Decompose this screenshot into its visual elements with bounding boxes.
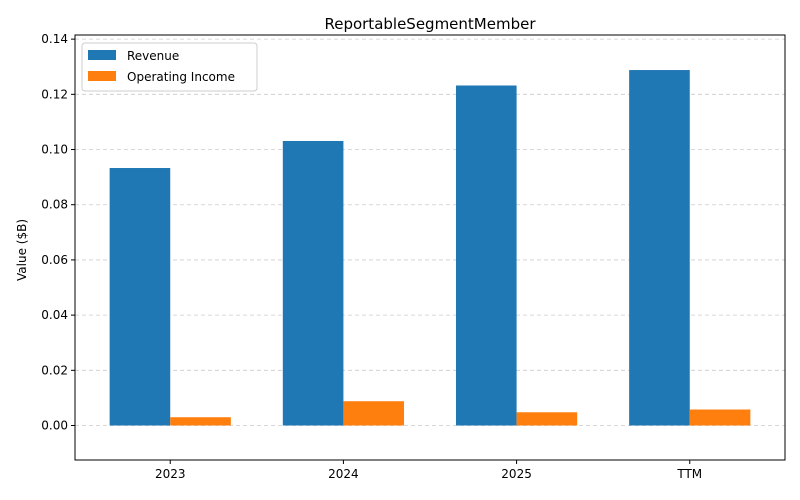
x-tick-label: TTM [676, 467, 702, 481]
bar-operating-income-2024 [343, 401, 405, 426]
legend-label: Revenue [127, 49, 179, 63]
x-tick-label: 2023 [155, 467, 186, 481]
y-tick-label: 0.10 [41, 143, 68, 157]
legend-label: Operating Income [127, 70, 235, 84]
y-axis-title: Value ($B) [15, 219, 29, 281]
x-tick-label: 2024 [328, 467, 359, 481]
bars [109, 70, 751, 426]
bar-operating-income-2025 [516, 412, 578, 426]
y-tick-label: 0.00 [41, 419, 68, 433]
bar-revenue-2023 [109, 168, 171, 426]
y-tick-label: 0.12 [41, 87, 68, 101]
y-tick-label: 0.14 [41, 32, 68, 46]
y-axis-ticks: 0.00 0.02 0.04 0.06 0.08 0.10 0.12 0.14 [41, 32, 75, 433]
y-tick-label: 0.08 [41, 198, 68, 212]
bar-revenue-2024 [282, 140, 344, 426]
x-axis-ticks: 2023 2024 2025 TTM [155, 460, 702, 481]
y-tick-label: 0.02 [41, 363, 68, 377]
bar-operating-income-ttm [689, 409, 751, 426]
legend-swatch [88, 71, 116, 81]
chart-title: ReportableSegmentMember [324, 15, 536, 33]
plot-frame [74, 34, 786, 461]
bar-revenue-2025 [455, 85, 517, 426]
bar-operating-income-2023 [170, 417, 231, 426]
y-tick-label: 0.06 [41, 253, 68, 267]
x-tick-label: 2025 [501, 467, 532, 481]
legend: Revenue Operating Income [81, 42, 258, 92]
bar-revenue-ttm [629, 70, 690, 426]
legend-box [81, 42, 258, 92]
y-tick-label: 0.04 [41, 308, 68, 322]
legend-swatch [88, 50, 116, 60]
